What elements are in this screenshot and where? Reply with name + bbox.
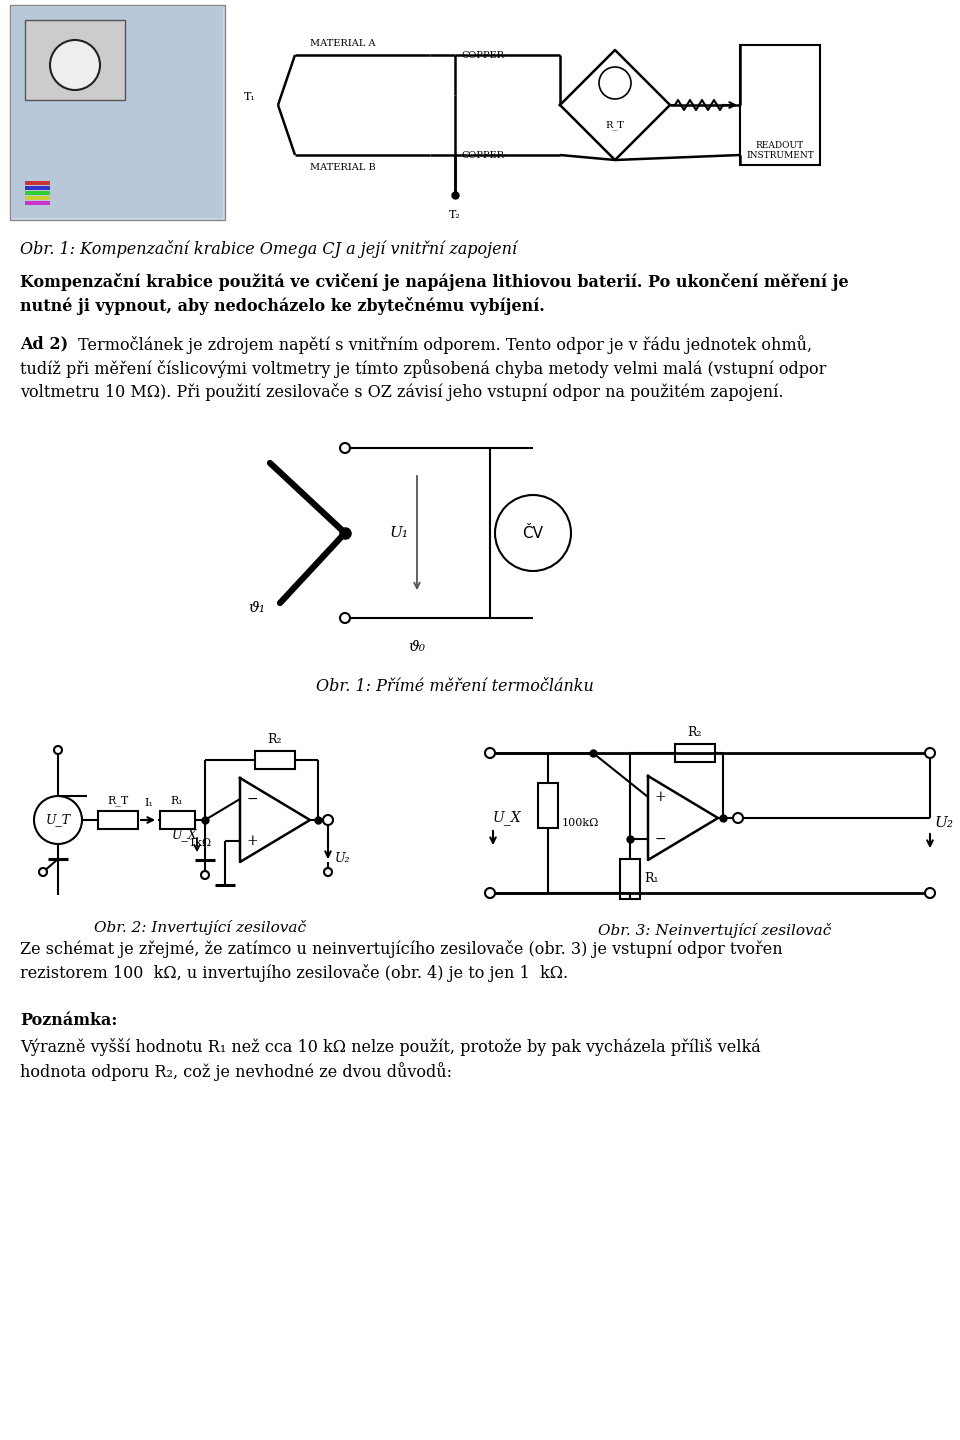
Bar	[675, 744, 715, 762]
Bar	[538, 783, 558, 828]
Text: R₁: R₁	[644, 873, 659, 886]
Circle shape	[201, 871, 209, 878]
Text: U₂: U₂	[935, 816, 954, 829]
Text: tudíž při měření číslicovými voltmetry je tímto způsobená chyba metody velmi mal: tudíž při měření číslicovými voltmetry j…	[20, 359, 827, 377]
Circle shape	[39, 868, 47, 876]
Text: U₁: U₁	[390, 526, 409, 540]
Text: ϑ₀: ϑ₀	[409, 639, 425, 654]
Text: MATERIAL B: MATERIAL B	[310, 163, 375, 171]
Text: T₂: T₂	[449, 210, 461, 220]
Circle shape	[599, 68, 631, 99]
Text: Poznámka:: Poznámka:	[20, 1012, 117, 1030]
Bar	[98, 811, 138, 829]
Text: T₁: T₁	[244, 92, 256, 102]
Bar	[25, 186, 50, 190]
Text: ϑ₁: ϑ₁	[248, 600, 265, 615]
Text: Obr. 1: Kompenzační krabice Omega CJ a její vnitřní zapojení: Obr. 1: Kompenzační krabice Omega CJ a j…	[20, 240, 517, 258]
Text: 100kΩ: 100kΩ	[562, 818, 599, 828]
Text: nutné ji vypnout, aby nedocházelo ke zbytečnému vybíjení.: nutné ji vypnout, aby nedocházelo ke zby…	[20, 297, 544, 315]
Text: COPPER: COPPER	[462, 50, 505, 59]
Circle shape	[495, 495, 571, 572]
Text: COPPER: COPPER	[462, 151, 505, 160]
Bar	[255, 752, 295, 769]
Bar	[160, 811, 195, 829]
Text: Kompenzační krabice použitá ve cvičení je napájena lithiovou baterií. Po ukončen: Kompenzační krabice použitá ve cvičení j…	[20, 274, 849, 291]
Text: R₁: R₁	[171, 796, 183, 806]
Text: U_X: U_X	[493, 811, 521, 825]
Text: Obr. 2: Invertující zesilovač: Obr. 2: Invertující zesilovač	[94, 920, 306, 935]
Text: +: +	[247, 834, 258, 848]
Circle shape	[485, 888, 495, 899]
Text: Ze schémat je zřejmé, že zatímco u neinvertujícího zesilovače (obr. 3) je vstupn: Ze schémat je zřejmé, že zatímco u neinv…	[20, 940, 782, 958]
Text: U_X: U_X	[172, 828, 197, 841]
Bar	[25, 181, 50, 184]
Bar	[10, 4, 225, 220]
Text: Ad 2): Ad 2)	[20, 336, 68, 351]
Text: rezistorem 100  kΩ, u invertujího zesilovače (obr. 4) je to jen 1  kΩ.: rezistorem 100 kΩ, u invertujího zesilov…	[20, 963, 568, 982]
Text: 1kΩ: 1kΩ	[188, 838, 211, 848]
Bar	[740, 45, 820, 166]
Bar	[12, 7, 223, 217]
Text: U_T: U_T	[45, 814, 71, 827]
Text: −: −	[247, 792, 258, 806]
Circle shape	[324, 868, 332, 876]
Text: R₂: R₂	[687, 726, 703, 739]
Circle shape	[925, 888, 935, 899]
Bar	[25, 202, 50, 204]
Bar	[620, 860, 640, 899]
Circle shape	[323, 815, 333, 825]
Circle shape	[54, 746, 62, 755]
Text: MATERIAL A: MATERIAL A	[310, 39, 375, 48]
Circle shape	[50, 40, 100, 89]
Text: R_T: R_T	[108, 795, 129, 806]
Text: hodnota odporu R₂, což je nevhodné ze dvou důvodů:: hodnota odporu R₂, což je nevhodné ze dv…	[20, 1063, 452, 1081]
Text: Obr. 1: Přímé měření termočlánku: Obr. 1: Přímé měření termočlánku	[316, 678, 594, 696]
Text: +: +	[655, 791, 666, 804]
Text: Obr. 3: Neinvertující zesilovač: Obr. 3: Neinvertující zesilovač	[598, 923, 831, 937]
Bar	[25, 20, 125, 99]
Text: U₂: U₂	[335, 851, 350, 864]
Circle shape	[340, 613, 350, 624]
Text: Výrazně vyšší hodnotu R₁ než cca 10 kΩ nelze použít, protože by pak vycházela př: Výrazně vyšší hodnotu R₁ než cca 10 kΩ n…	[20, 1038, 760, 1056]
Circle shape	[34, 796, 82, 844]
Circle shape	[340, 444, 350, 454]
Circle shape	[485, 747, 495, 757]
Circle shape	[733, 814, 743, 824]
Circle shape	[925, 747, 935, 757]
Text: voltmetru 10 MΩ). Při použití zesilovače s OZ závisí jeho vstupní odpor na použi: voltmetru 10 MΩ). Při použití zesilovače…	[20, 383, 783, 400]
Text: R_T: R_T	[606, 120, 624, 130]
Text: R₂: R₂	[268, 733, 282, 746]
Text: Termočlánek je zdrojem napětí s vnitřním odporem. Tento odpor je v řádu jednotek: Termočlánek je zdrojem napětí s vnitřním…	[73, 336, 812, 354]
Text: ČV: ČV	[522, 526, 543, 540]
Bar	[25, 196, 50, 200]
Text: READOUT
INSTRUMENT: READOUT INSTRUMENT	[746, 141, 814, 160]
Bar	[25, 192, 50, 194]
Text: −: −	[655, 832, 666, 845]
Text: I₁: I₁	[145, 798, 154, 808]
